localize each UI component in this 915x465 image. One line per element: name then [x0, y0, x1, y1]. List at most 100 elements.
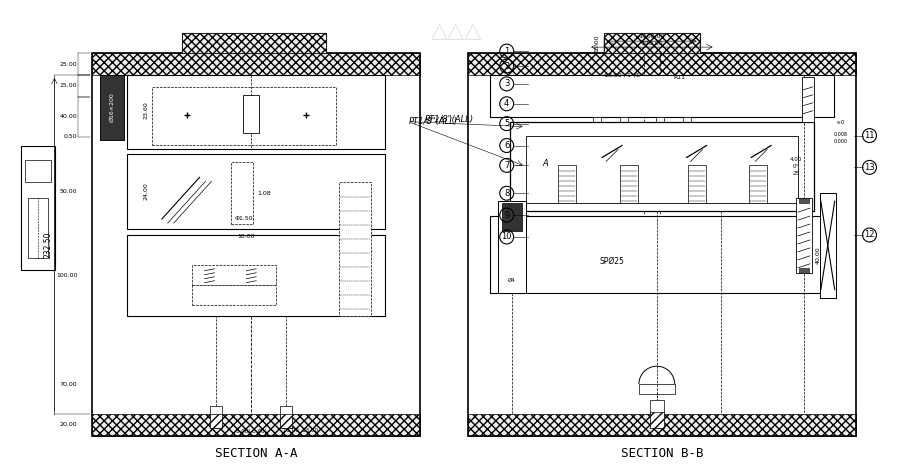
Bar [650, 400, 663, 428]
Bar [100, 75, 124, 140]
Text: 25.00: 25.00 [59, 61, 77, 66]
Text: 1: 1 [504, 46, 510, 56]
Bar [339, 182, 371, 317]
Text: 4: 4 [504, 99, 510, 108]
Bar [127, 75, 385, 150]
Bar [152, 87, 336, 145]
Text: 15.00  13.00: 15.00 13.00 [284, 428, 318, 433]
Polygon shape [580, 53, 724, 105]
Text: A: A [543, 159, 548, 168]
Bar [620, 117, 628, 139]
Bar [683, 117, 691, 139]
Bar [191, 285, 276, 305]
Bar [501, 203, 522, 231]
Text: 4.00: 4.00 [790, 157, 802, 162]
Text: 0°: 0° [792, 164, 799, 169]
Bar [620, 166, 638, 203]
Bar [490, 75, 834, 117]
Bar [468, 414, 856, 436]
Bar [525, 136, 798, 203]
Text: 25: 25 [792, 171, 800, 176]
Bar [468, 53, 856, 436]
Bar [100, 75, 124, 140]
Bar [799, 268, 809, 273]
Bar [650, 412, 663, 428]
Text: 40.00: 40.00 [59, 114, 77, 119]
Bar [280, 414, 292, 428]
Text: Ø4: Ø4 [508, 278, 515, 283]
Text: 15.00: 15.00 [594, 34, 599, 52]
Text: 24.00: 24.00 [144, 182, 149, 200]
Text: 50.00: 50.00 [59, 189, 77, 194]
Bar [210, 406, 222, 428]
Polygon shape [232, 101, 260, 129]
Text: 23.60: 23.60 [144, 101, 149, 119]
Text: 5: 5 [504, 119, 510, 128]
Circle shape [27, 167, 32, 172]
Text: 15.00: 15.00 [59, 83, 77, 88]
Bar [510, 122, 813, 211]
Text: 2: 2 [504, 61, 510, 71]
Text: 9: 9 [504, 211, 510, 219]
Bar [639, 384, 674, 394]
Text: Ø16×200: Ø16×200 [110, 92, 114, 122]
Bar [243, 95, 259, 133]
Text: 10: 10 [501, 232, 512, 241]
Text: 40.00: 40.00 [816, 246, 821, 264]
Text: 0.008: 0.008 [834, 132, 847, 137]
Text: 13: 13 [864, 163, 875, 172]
Bar [604, 33, 700, 53]
Bar [558, 166, 576, 203]
Bar [182, 33, 326, 53]
Text: Φ3.50+1°/S: Φ3.50+1°/S [604, 73, 640, 78]
Bar [25, 160, 51, 182]
Text: 0.50: 0.50 [64, 134, 77, 139]
Bar [799, 198, 809, 203]
Text: 20.00: 20.00 [59, 422, 77, 427]
Text: 10.00: 10.00 [238, 234, 255, 239]
Text: Φ1.50: Φ1.50 [234, 216, 253, 221]
Bar [191, 265, 276, 285]
Text: SECTION B-B: SECTION B-B [620, 447, 703, 460]
Bar [210, 414, 222, 428]
Text: Φ70.00: Φ70.00 [640, 41, 663, 46]
Polygon shape [580, 53, 642, 90]
Bar [21, 146, 56, 270]
Bar [231, 162, 253, 224]
Text: 232.50: 232.50 [43, 231, 52, 258]
Bar [92, 53, 420, 75]
Polygon shape [662, 53, 724, 90]
Circle shape [43, 167, 48, 172]
Text: 11: 11 [865, 131, 875, 140]
Text: 0.000: 0.000 [834, 139, 847, 144]
Bar [593, 117, 601, 139]
Bar [127, 235, 385, 317]
Bar [749, 166, 767, 203]
Bar [280, 406, 292, 428]
Text: PT1/8"(ALL): PT1/8"(ALL) [425, 115, 474, 124]
Text: 70.00: 70.00 [59, 382, 77, 386]
Bar [656, 117, 663, 139]
Bar [92, 414, 420, 436]
Text: s-0: s-0 [836, 120, 845, 125]
Bar [604, 33, 700, 53]
Text: 1.08: 1.08 [257, 191, 271, 196]
Bar [468, 53, 856, 75]
Text: -5.00(-3.00): -5.00(-3.00) [235, 429, 267, 434]
Text: 8: 8 [504, 189, 510, 198]
Text: 100.00: 100.00 [56, 273, 77, 278]
Text: PT1/8"(ALL): PT1/8"(ALL) [408, 117, 458, 126]
Text: 12: 12 [865, 231, 875, 239]
Text: Φ100.00: Φ100.00 [639, 34, 665, 39]
Bar [182, 33, 326, 53]
Bar [27, 198, 48, 258]
Text: △△△: △△△ [431, 21, 483, 41]
Text: SPØ25: SPØ25 [599, 256, 625, 266]
Bar [498, 201, 525, 292]
Bar [802, 77, 813, 122]
Text: R11: R11 [673, 75, 685, 80]
Text: SECTION A-A: SECTION A-A [215, 447, 297, 460]
Text: 6: 6 [504, 141, 510, 150]
Bar [92, 53, 420, 436]
Text: 3: 3 [504, 80, 510, 88]
